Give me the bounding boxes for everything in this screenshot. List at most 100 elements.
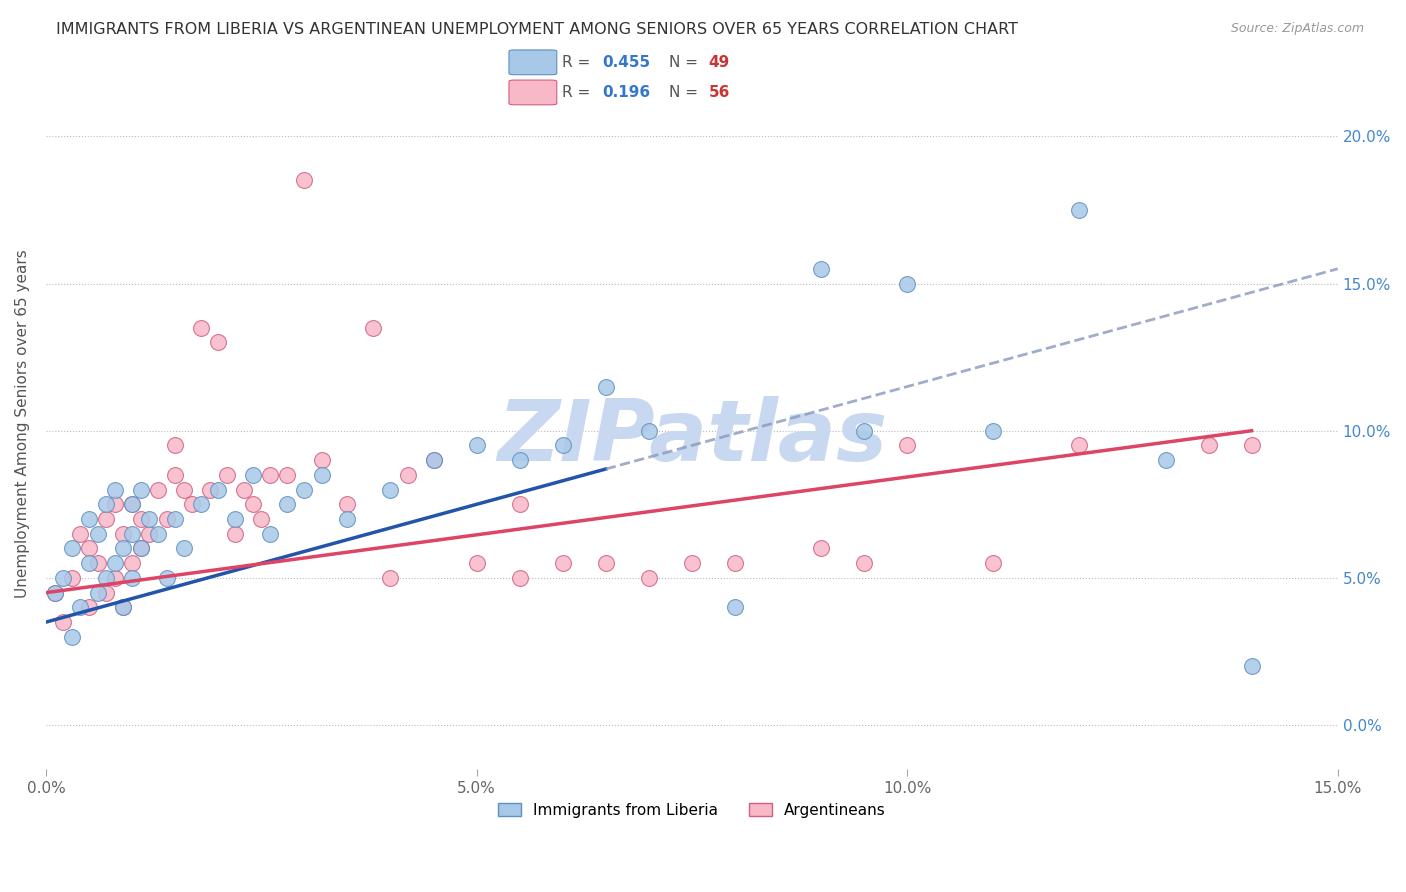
Point [121,571,143,585]
Point [138,512,160,526]
Point [86,556,108,570]
Text: 0.455: 0.455 [602,55,650,70]
Point [336,497,359,511]
Point [77,541,100,556]
Point [224,512,246,526]
Point [1240,659,1263,673]
Text: R =: R = [562,86,596,100]
FancyBboxPatch shape [509,50,557,75]
Point [198,483,221,497]
Point [595,379,617,393]
Y-axis label: Unemployment Among Seniors over 65 years: Unemployment Among Seniors over 65 years [15,249,30,598]
Point [509,453,531,467]
Point [112,526,135,541]
Point [96,585,118,599]
Point [215,467,238,482]
Point [276,467,298,482]
Point [465,556,488,570]
Point [292,483,315,497]
Point [207,483,229,497]
Point [96,512,118,526]
Point [1154,453,1177,467]
Point [86,526,108,541]
Point [190,320,212,334]
Point [69,600,91,615]
Point [129,512,152,526]
Point [1069,438,1091,452]
Text: 56: 56 [709,86,730,100]
Point [1198,438,1220,452]
Point [810,541,832,556]
Point [637,571,659,585]
Point [104,556,127,570]
Point [104,571,127,585]
Point [121,556,143,570]
Point [361,320,384,334]
Point [44,585,66,599]
Point [129,483,152,497]
Point [104,483,127,497]
Point [52,571,75,585]
Point [96,571,118,585]
Point [129,541,152,556]
Point [60,630,83,644]
Point [724,600,747,615]
Text: ZIPatlas: ZIPatlas [496,396,887,479]
Point [121,526,143,541]
Point [981,424,1004,438]
Point [896,277,918,291]
Point [173,483,195,497]
Point [104,497,127,511]
Legend: Immigrants from Liberia, Argentineans: Immigrants from Liberia, Argentineans [492,797,891,824]
Point [276,497,298,511]
Point [509,571,531,585]
Point [112,600,135,615]
Point [422,453,444,467]
Text: IMMIGRANTS FROM LIBERIA VS ARGENTINEAN UNEMPLOYMENT AMONG SENIORS OVER 65 YEARS : IMMIGRANTS FROM LIBERIA VS ARGENTINEAN U… [56,22,1018,37]
Point [155,512,177,526]
Point [637,424,659,438]
Point [1069,202,1091,217]
Point [77,556,100,570]
Text: N =: N = [669,86,703,100]
Point [207,335,229,350]
Text: R =: R = [562,55,596,70]
Point [311,467,333,482]
Point [112,600,135,615]
Point [224,526,246,541]
Point [242,497,264,511]
Point [242,467,264,482]
Point [173,541,195,556]
Point [86,585,108,599]
Point [146,526,169,541]
Point [60,541,83,556]
Point [724,556,747,570]
Text: Source: ZipAtlas.com: Source: ZipAtlas.com [1230,22,1364,36]
Point [165,467,187,482]
Point [551,556,574,570]
Text: 49: 49 [709,55,730,70]
Point [681,556,703,570]
Point [810,261,832,276]
Point [551,438,574,452]
Point [981,556,1004,570]
Point [380,571,402,585]
Point [60,571,83,585]
Point [69,526,91,541]
Text: N =: N = [669,55,703,70]
Point [250,512,273,526]
Point [595,556,617,570]
FancyBboxPatch shape [509,80,557,105]
Point [233,483,256,497]
Point [121,497,143,511]
Text: 0.196: 0.196 [602,86,650,100]
Point [336,512,359,526]
Point [165,438,187,452]
Point [77,600,100,615]
Point [509,497,531,511]
Point [181,497,204,511]
Point [146,483,169,497]
Point [380,483,402,497]
Point [396,467,419,482]
Point [112,541,135,556]
